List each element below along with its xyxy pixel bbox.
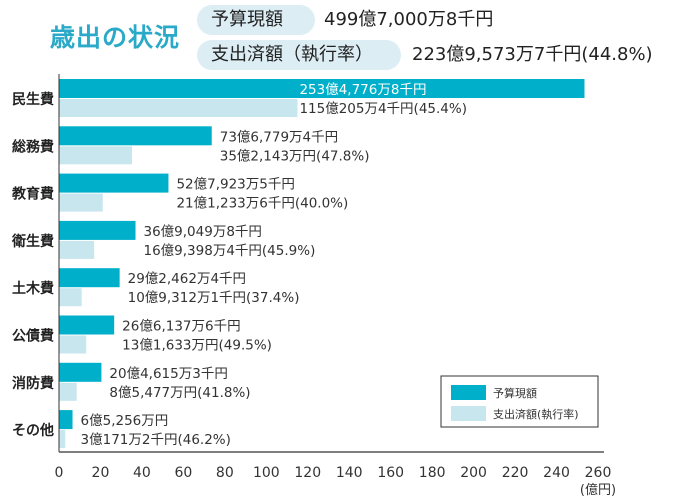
bar-spent-6	[59, 382, 77, 401]
x-tick-label: 180	[419, 465, 446, 481]
x-tick-label: 140	[336, 465, 363, 481]
bar-spent-5	[59, 335, 87, 354]
data-label-budget: 29億2,462万4千円	[128, 271, 246, 287]
chart-title: 歳出の状況	[50, 23, 181, 52]
category-label: 土木費	[12, 280, 54, 297]
bar-spent-2	[59, 193, 103, 212]
x-tick-label: 0	[55, 465, 64, 481]
data-label-spent: 8億5,477万円(41.8%)	[109, 385, 250, 401]
data-label-budget: 36億9,049万8千円	[144, 224, 262, 240]
x-tick-label: 240	[543, 465, 570, 481]
x-axis-unit: (億円)	[580, 482, 616, 498]
x-tick-label: 60	[174, 465, 192, 481]
data-label-spent: 35億2,143万円(47.8%)	[220, 148, 370, 164]
bar-spent-1	[59, 146, 133, 165]
data-label-budget: 20億4,615万3千円	[109, 366, 227, 382]
x-tick-label: 220	[502, 465, 529, 481]
data-label-spent: 10億9,312万1千円(37.4%)	[128, 290, 300, 306]
bar-budget-1	[59, 126, 212, 146]
category-label: 消防費	[12, 375, 54, 392]
x-tick-label: 40	[133, 465, 151, 481]
bar-spent-4	[59, 288, 82, 307]
bar-spent-3	[59, 240, 95, 259]
data-label-spent: 13億1,633万円(49.5%)	[122, 338, 272, 354]
x-tick-label: 160	[377, 465, 404, 481]
budget-total-value: 499億7,000万8千円	[324, 9, 494, 30]
x-tick-label: 200	[460, 465, 487, 481]
data-label-spent: 115億205万4千円(45.4%)	[299, 101, 467, 117]
legend-swatch-budget	[451, 385, 486, 400]
data-label-budget: 26億6,137万6千円	[122, 319, 240, 335]
category-label: 教育費	[12, 186, 54, 203]
category-label: その他	[12, 422, 54, 439]
spent-total-value: 223億9,573万7千円(44.8%)	[412, 44, 653, 65]
x-tick-label: 120	[294, 465, 321, 481]
legend-label-budget: 予算現額	[493, 386, 537, 400]
bar-budget-3	[59, 220, 136, 240]
budget-label-pill: 予算現額	[197, 5, 315, 35]
bar-budget-6	[59, 362, 102, 382]
legend-label-spent: 支出済額(執行率)	[493, 407, 579, 421]
bar-budget-4	[59, 268, 120, 288]
bar-spent-0	[59, 99, 298, 117]
data-label-spent: 3億171万2千円(46.2%)	[81, 432, 231, 448]
bar-budget-2	[59, 173, 169, 193]
category-label: 公債費	[12, 328, 54, 345]
x-tick-label: 20	[92, 465, 110, 481]
bar-budget-7	[59, 410, 73, 430]
data-label-budget: 52億7,923万5千円	[176, 177, 294, 193]
data-label-budget: 253億4,776万8千円	[299, 82, 426, 98]
spent-label-pill: 支出済額（執行率）	[197, 40, 401, 70]
bar-spent-7	[59, 430, 66, 449]
bar-budget-0	[59, 79, 585, 98]
data-label-budget: 6億5,256万円	[81, 413, 169, 429]
data-label-budget: 73億6,779万4千円	[220, 129, 338, 145]
category-label: 民生費	[12, 91, 54, 108]
category-label: 総務費	[12, 138, 54, 155]
x-tick-label: 260	[585, 465, 612, 481]
x-tick-label: 100	[253, 465, 280, 481]
x-tick-label: 80	[216, 465, 234, 481]
data-label-spent: 16億9,398万4千円(45.9%)	[144, 243, 316, 259]
bar-budget-5	[59, 315, 115, 335]
data-label-spent: 21億1,233万6千円(40.0%)	[176, 196, 348, 212]
category-label: 衛生費	[11, 233, 54, 250]
legend-swatch-spent	[451, 406, 486, 421]
